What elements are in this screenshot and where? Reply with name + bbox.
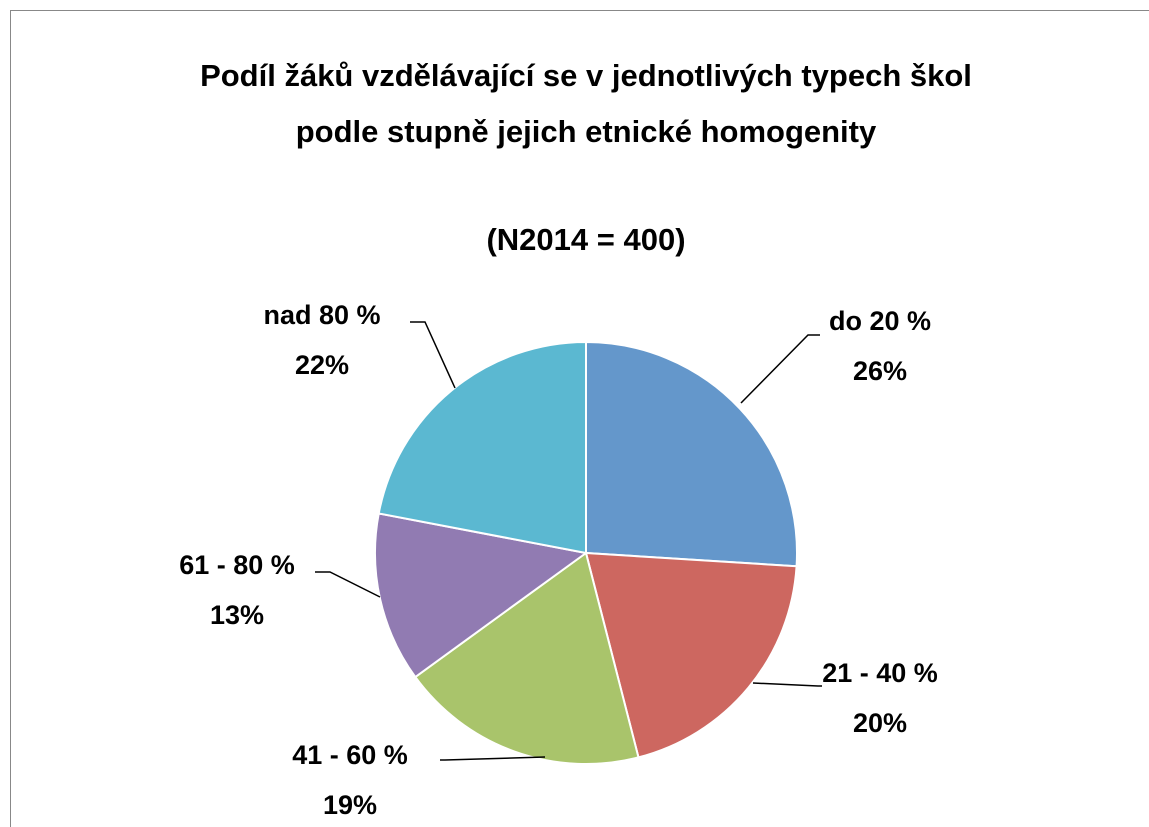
pie-slice [413, 551, 640, 765]
leader-line [315, 571, 381, 598]
pie-slice [377, 340, 587, 555]
slice-value-label: 19% [323, 790, 377, 820]
chart-subtitle: (N2014 = 400) [486, 222, 686, 257]
slice-category-label: 21 - 40 % [822, 658, 938, 688]
leader-line [752, 682, 822, 687]
slice-category-label: 61 - 80 % [179, 550, 295, 580]
pie-slice [585, 340, 798, 568]
leader-line [410, 321, 456, 389]
pie-slice [584, 551, 798, 759]
slice-category-label: 41 - 60 % [292, 740, 408, 770]
subtitle-box: (N2014 = 400) [486, 222, 686, 257]
slice-value-label: 13% [210, 600, 264, 630]
leader-line [440, 756, 546, 761]
chart-title: Podíl žáků vzdělávající se v jednotlivýc… [200, 58, 972, 149]
pie-slice [374, 512, 589, 679]
slice-value-label: 20% [853, 708, 907, 738]
title-box: Podíl žáků vzdělávající se v jednotlivýc… [200, 58, 972, 149]
slice-category-label: do 20 % [829, 306, 931, 336]
slice-value-label: 26% [853, 356, 907, 386]
leader-line [740, 334, 820, 404]
slice-category-label: nad 80 % [263, 300, 380, 330]
slice-value-label: 22% [295, 350, 349, 380]
